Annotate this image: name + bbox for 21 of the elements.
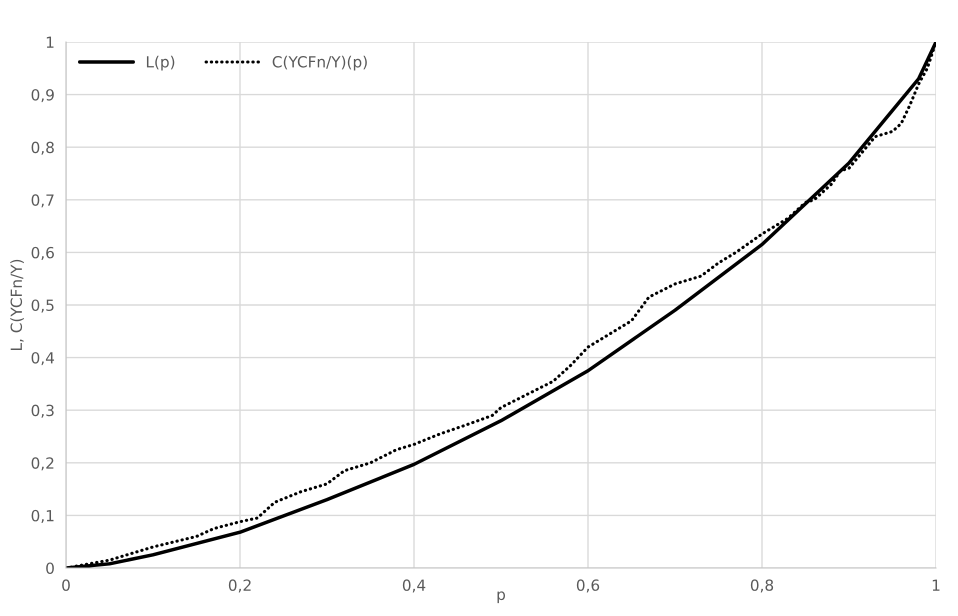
legend-label: C(YCFn/Y)(p)	[272, 56, 367, 71]
y-tick-label: 0,4	[32, 352, 54, 366]
y-tick-label: 0,5	[32, 299, 54, 313]
y-tick-label: 1	[46, 36, 54, 48]
y-tick-label: 0,6	[32, 246, 54, 260]
x-tick-label: 1	[932, 580, 940, 591]
x-tick-label: 0	[62, 579, 70, 591]
x-tick-label: 0,8	[750, 579, 774, 592]
y-tick-label: 0,3	[32, 404, 54, 418]
y-axis-title: L, C(YCFn/Y)	[10, 260, 24, 350]
y-tick-label: 0,7	[32, 194, 54, 208]
y-tick-label: 0,2	[32, 457, 54, 470]
y-tick-label: 0	[46, 562, 54, 574]
x-axis-title: p	[498, 591, 506, 604]
x-tick-label: 0,6	[576, 579, 600, 592]
y-tick-label: 0,1	[32, 510, 54, 523]
x-tick-label: 0,2	[228, 579, 251, 592]
y-tick-label: 0,8	[32, 142, 54, 155]
x-tick-label: 0,4	[402, 579, 426, 592]
legend-label: L(p)	[146, 56, 174, 71]
y-tick-label: 0,9	[32, 89, 54, 102]
